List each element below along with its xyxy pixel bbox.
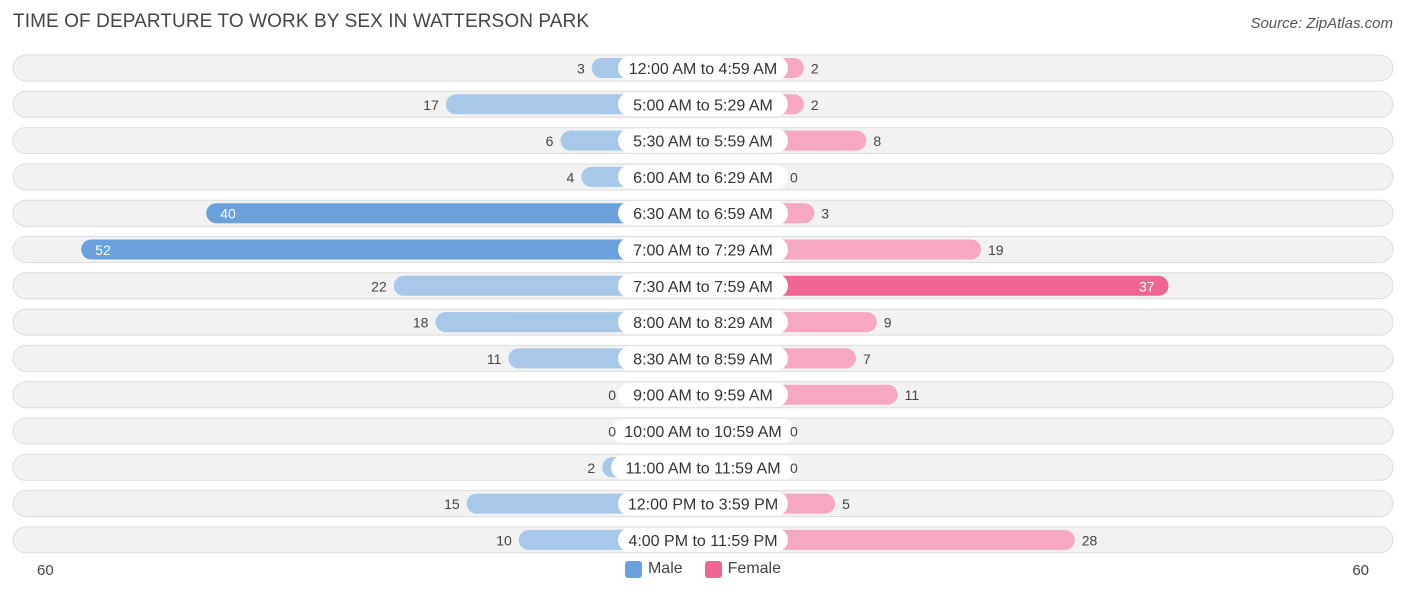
value-label-male: 22 [371,278,387,294]
legend: Male Female [0,560,1406,578]
legend-item-female[interactable]: Female [704,560,782,578]
value-label-female: 7 [863,351,871,367]
value-label-female: 28 [1082,532,1098,548]
value-label-female: 5 [842,496,850,512]
category-pill [618,237,788,262]
value-label-male: 17 [423,97,439,113]
chart-title: TIME OF DEPARTURE TO WORK BY SEX IN WATT… [13,11,590,32]
category-label: 7:00 AM to 7:29 AM [633,243,773,260]
value-label-male: 52 [95,242,111,258]
category-label: 11:00 AM to 11:59 AM [625,460,780,477]
category-label: 6:30 AM to 6:59 AM [633,206,773,223]
category-pill [618,128,788,153]
bar-female [703,529,1075,550]
category-pill [618,346,788,371]
value-label-male: 0 [608,387,616,403]
axis-left-label: 60 [37,562,54,579]
legend-item-male[interactable]: Male [624,560,683,578]
category-label: 12:00 PM to 3:59 PM [628,497,778,514]
bar-female [703,275,1169,296]
category-label: 8:30 AM to 8:59 AM [633,351,773,368]
value-label-male: 10 [496,532,512,548]
value-label-female: 0 [790,424,798,440]
value-label-male: 15 [444,496,460,512]
category-label: 5:00 AM to 5:29 AM [633,97,773,114]
category-pill [618,201,788,226]
legend-swatch-female [704,560,722,578]
category-label: 8:00 AM to 8:29 AM [633,315,773,332]
value-label-female: 0 [790,460,798,476]
category-pill [611,419,795,443]
value-label-male: 0 [608,424,616,440]
value-label-female: 37 [1139,278,1155,294]
value-label-male: 3 [577,61,585,77]
value-label-female: 11 [905,387,920,403]
category-pill [618,310,788,335]
axis-right-label: 60 [1352,562,1369,579]
category-pill [618,92,788,117]
value-label-female: 2 [811,61,819,77]
value-label-male: 4 [567,169,575,185]
source-label: Source: ZipAtlas.com [1250,15,1393,32]
legend-swatch-male [624,560,642,578]
value-label-male: 40 [220,206,236,222]
value-label-male: 18 [413,315,429,331]
category-label: 9:00 AM to 9:59 AM [633,388,773,405]
diverging-bar-chart: 12:00 AM to 4:59 AM 3 2 5:00 AM to 5:29 AM 1… [12,54,1394,554]
value-label-female: 9 [884,315,892,331]
category-pill [611,455,795,480]
category-label: 12:00 AM to 4:59 AM [629,61,778,78]
category-label: 7:30 AM to 7:59 AM [633,279,773,296]
category-pill [618,527,788,552]
value-label-male: 11 [487,351,502,367]
category-pill [618,56,788,80]
legend-label-female: Female [727,560,782,577]
category-label: 5:30 AM to 5:59 AM [633,134,773,151]
value-label-male: 2 [587,460,595,476]
category-label: 4:00 PM to 11:59 PM [628,533,777,550]
value-label-female: 2 [811,97,819,113]
category-pill [618,382,788,407]
category-pill [618,164,788,189]
value-label-female: 8 [873,133,881,149]
value-label-male: 6 [546,133,554,149]
bar-male [81,239,703,260]
legend-label-male: Male [647,560,683,577]
category-pill [618,491,788,516]
value-label-female: 3 [821,206,829,222]
category-pill [618,273,788,298]
value-label-female: 19 [988,242,1004,258]
category-label: 6:00 AM to 6:29 AM [633,170,773,187]
category-label: 10:00 AM to 10:59 AM [624,424,781,441]
bar-male [206,203,703,224]
value-label-female: 0 [790,169,798,185]
